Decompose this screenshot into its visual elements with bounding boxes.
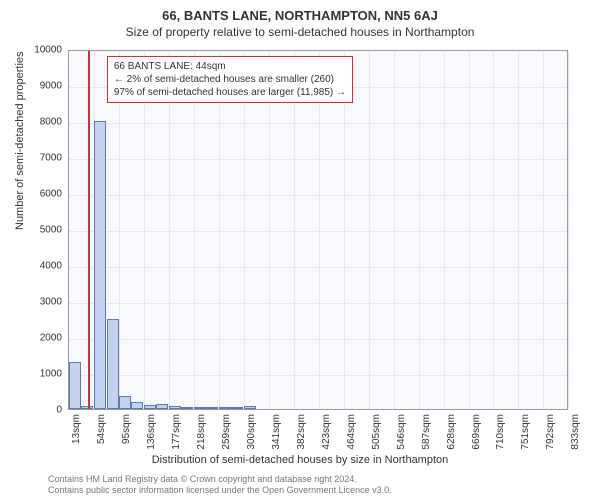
histogram-bar	[69, 362, 81, 409]
gridline-vertical	[568, 51, 569, 409]
gridline-vertical	[369, 51, 370, 409]
page-title: 66, BANTS LANE, NORTHAMPTON, NN5 6AJ	[0, 0, 600, 23]
gridline-vertical	[344, 51, 345, 409]
y-tick-label: 6000	[12, 189, 62, 200]
x-tick-label: 628sqm	[446, 414, 457, 450]
x-tick-label: 546sqm	[396, 414, 407, 450]
gridline-vertical	[169, 51, 170, 409]
gridline-vertical	[219, 51, 220, 409]
gridline-vertical	[419, 51, 420, 409]
histogram-bar	[219, 407, 231, 409]
x-tick-label: 669sqm	[471, 414, 482, 450]
annotation-line-3: 97% of semi-detached houses are larger (…	[114, 86, 346, 99]
histogram-bar	[169, 406, 181, 409]
histogram-bar	[181, 407, 193, 409]
x-tick-label: 505sqm	[371, 414, 382, 450]
gridline-vertical	[444, 51, 445, 409]
gridline-vertical	[269, 51, 270, 409]
chart-container: 66 BANTS LANE: 44sqm ← 2% of semi-detach…	[68, 50, 568, 410]
x-tick-label: 710sqm	[495, 414, 506, 450]
gridline-vertical	[294, 51, 295, 409]
x-tick-label: 259sqm	[221, 414, 232, 450]
x-tick-label: 177sqm	[171, 414, 182, 450]
annotation-box: 66 BANTS LANE: 44sqm ← 2% of semi-detach…	[107, 56, 353, 103]
y-tick-label: 3000	[12, 297, 62, 308]
gridline-vertical	[319, 51, 320, 409]
gridline-vertical	[518, 51, 519, 409]
x-tick-label: 382sqm	[296, 414, 307, 450]
histogram-bar	[144, 405, 156, 409]
histogram-bar	[156, 404, 168, 409]
x-tick-label: 464sqm	[346, 414, 357, 450]
gridline-vertical	[394, 51, 395, 409]
histogram-bar	[94, 121, 106, 409]
y-tick-label: 4000	[12, 261, 62, 272]
y-tick-label: 9000	[12, 81, 62, 92]
x-tick-label: 300sqm	[246, 414, 257, 450]
histogram-bar	[119, 396, 131, 409]
x-tick-label: 136sqm	[146, 414, 157, 450]
histogram-bar	[231, 407, 243, 409]
footer-line-2: Contains public sector information licen…	[48, 485, 392, 496]
gridline-vertical	[194, 51, 195, 409]
x-axis-label: Distribution of semi-detached houses by …	[0, 454, 600, 466]
gridline-vertical	[469, 51, 470, 409]
footer-text: Contains HM Land Registry data © Crown c…	[48, 474, 392, 496]
y-tick-label: 2000	[12, 333, 62, 344]
x-tick-label: 423sqm	[321, 414, 332, 450]
y-tick-label: 1000	[12, 369, 62, 380]
y-axis-label: Number of semi-detached properties	[14, 51, 26, 230]
gridline-vertical	[144, 51, 145, 409]
y-tick-label: 10000	[12, 45, 62, 56]
marker-line	[88, 51, 90, 409]
x-tick-label: 792sqm	[545, 414, 556, 450]
y-tick-label: 8000	[12, 117, 62, 128]
gridline-vertical	[119, 51, 120, 409]
page-subtitle: Size of property relative to semi-detach…	[0, 23, 600, 39]
x-tick-label: 341sqm	[271, 414, 282, 450]
gridline-vertical	[543, 51, 544, 409]
gridline-vertical	[493, 51, 494, 409]
x-tick-label: 218sqm	[196, 414, 207, 450]
histogram-bar	[107, 319, 119, 409]
gridline-vertical	[244, 51, 245, 409]
x-tick-label: 13sqm	[71, 414, 82, 444]
histogram-bar	[206, 407, 218, 409]
x-tick-label: 54sqm	[96, 414, 107, 444]
y-tick-label: 0	[12, 405, 62, 416]
histogram-bar	[131, 402, 143, 409]
footer-line-1: Contains HM Land Registry data © Crown c…	[48, 474, 392, 485]
x-tick-label: 95sqm	[121, 414, 132, 444]
histogram-bar	[194, 407, 206, 409]
histogram-bar	[244, 406, 256, 409]
x-tick-label: 587sqm	[421, 414, 432, 450]
x-tick-label: 833sqm	[570, 414, 581, 450]
annotation-line-1: 66 BANTS LANE: 44sqm	[114, 60, 346, 73]
plot-area	[68, 50, 568, 410]
x-tick-label: 751sqm	[520, 414, 531, 450]
annotation-line-2: ← 2% of semi-detached houses are smaller…	[114, 73, 346, 86]
y-tick-label: 7000	[12, 153, 62, 164]
y-tick-label: 5000	[12, 225, 62, 236]
